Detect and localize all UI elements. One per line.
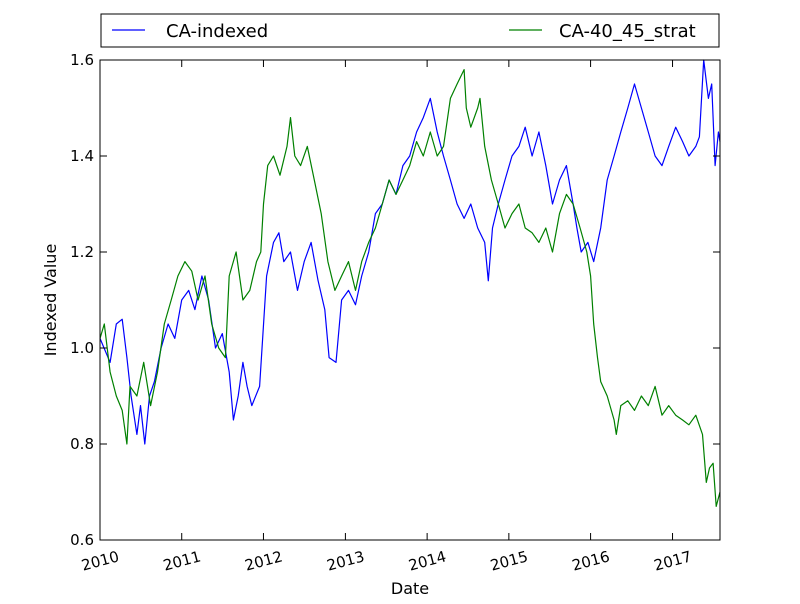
legend-label-series-1: CA-indexed	[166, 21, 268, 42]
plot-area: 2010 2011 2012 2013 2014 2015 2016 2017 0.6 0.8 1…	[70, 51, 721, 575]
y-axis-ticks: 0.6 0.8 1.0 1.2 1.4 1.6	[70, 51, 720, 549]
x-tick-label: 2016	[570, 547, 612, 574]
y-axis-label: Indexed Value	[41, 244, 60, 357]
y-tick-label: 0.8	[70, 435, 94, 453]
x-tick-label: 2015	[488, 547, 530, 574]
series-layer	[99, 59, 721, 507]
y-tick-label: 1.0	[70, 339, 94, 357]
series-line-2	[99, 68, 721, 507]
x-tick-label: 2017	[652, 547, 694, 574]
y-tick-label: 1.4	[70, 147, 94, 165]
y-tick-label: 1.2	[70, 243, 94, 261]
x-tick-label: 2011	[161, 547, 203, 574]
x-tick-label: 2010	[79, 547, 121, 574]
legend-label-series-2: CA-40_45_strat	[559, 21, 696, 42]
legend: CA-indexed CA-40_45_strat	[100, 13, 720, 48]
y-tick-label: 1.6	[70, 51, 94, 69]
y-tick-label: 0.6	[70, 531, 94, 549]
x-axis-label: Date	[391, 579, 429, 598]
legend-frame	[100, 13, 720, 48]
x-tick-label: 2013	[325, 547, 367, 574]
plot-border	[99, 59, 721, 541]
x-tick-label: 2012	[243, 547, 285, 574]
x-tick-label: 2014	[407, 547, 449, 574]
series-line-1	[99, 59, 721, 445]
plot-frame	[99, 59, 721, 541]
